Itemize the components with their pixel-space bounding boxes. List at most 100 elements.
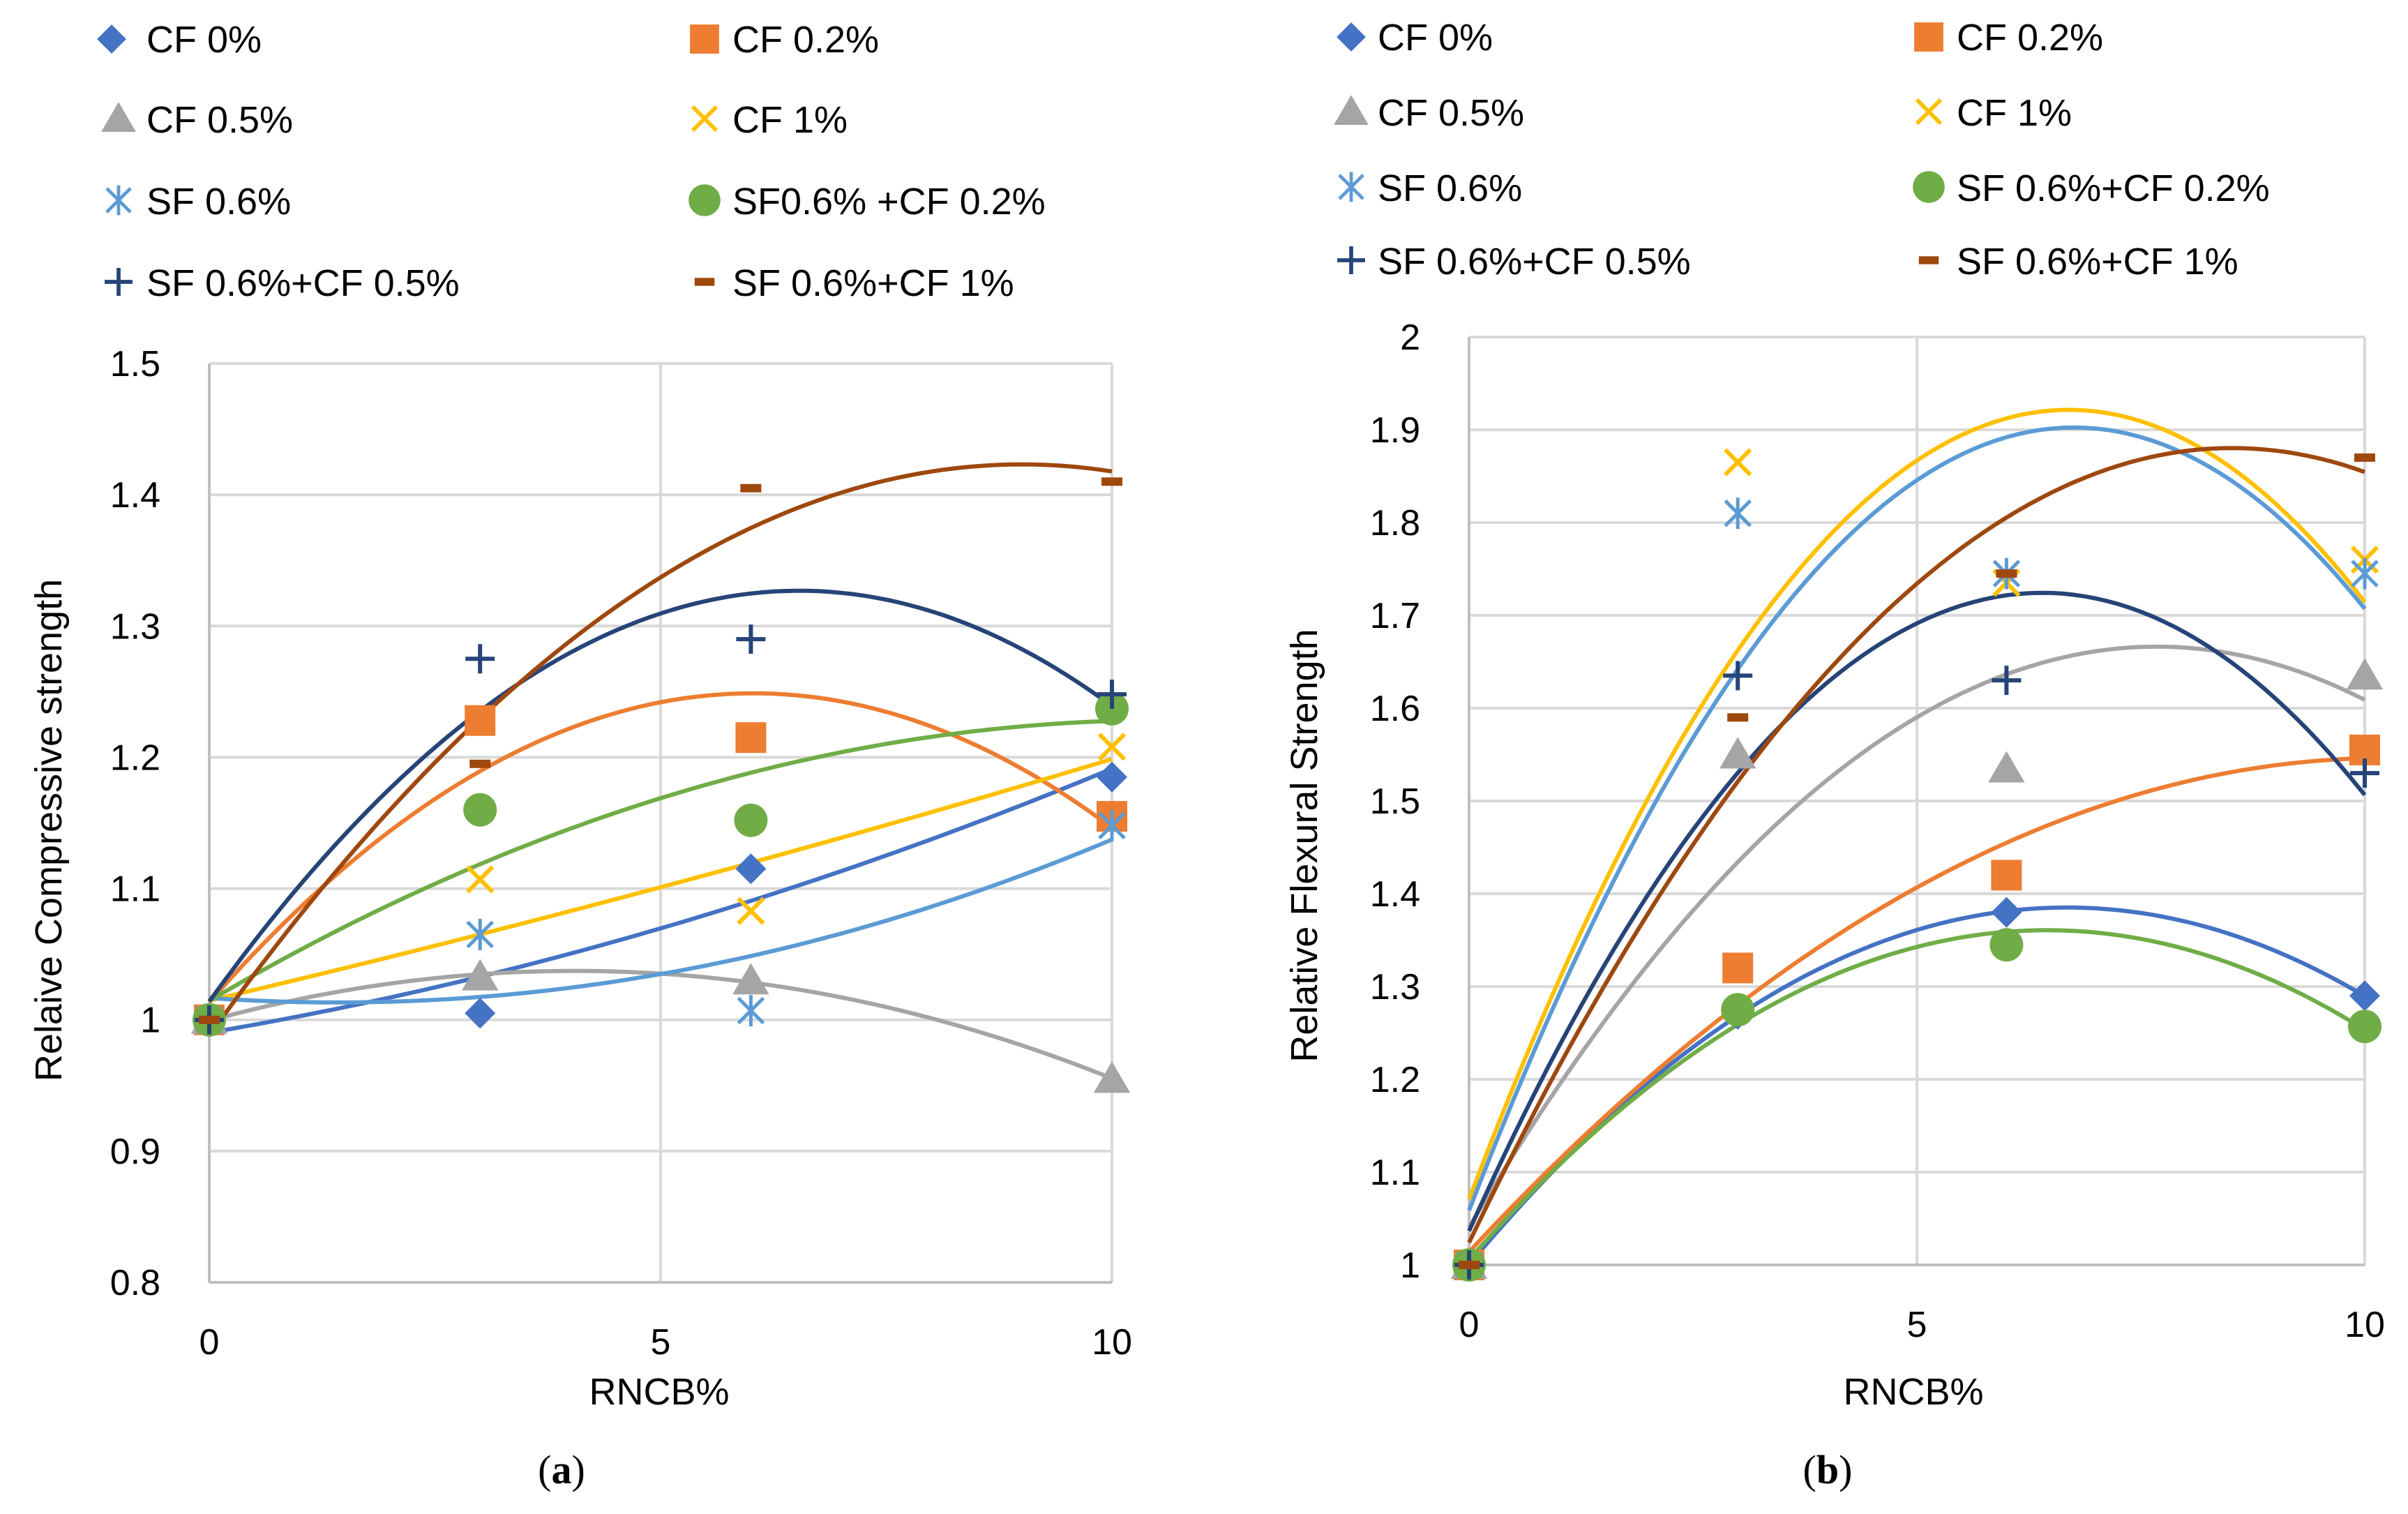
panel-a-point-sf-0-6-cf-0-5: [1097, 680, 1127, 710]
panel-a-legend-label-cf02: CF 0.2%: [732, 19, 879, 61]
panel-b-legend-label-cf1: CF 1%: [1957, 92, 2072, 134]
panel-a-point-sf-0-6-cf-0-5: [736, 624, 766, 654]
panel-a-y-tick-label: 1.1: [110, 869, 160, 910]
panel-a-legend-marker-sf06-cf1: [694, 278, 715, 286]
panel-b-point-sf-0-6-cf-0-5: [1992, 666, 2022, 696]
panel-b-x-tick-label: 0: [1459, 1305, 1480, 1345]
panel-b-caption: (b): [1803, 1447, 1853, 1492]
panel-a-legend-label-sf06-cf1: SF 0.6%+CF 1%: [732, 262, 1014, 304]
panel-b-trendline-cf-0: [1467, 905, 2366, 1266]
panel-b-legend-label-cf05: CF 0.5%: [1378, 92, 1524, 134]
panel-a-trendline-cf-1: [209, 757, 1113, 1003]
panel-a-legend-marker-sf06-cf05: [105, 268, 133, 296]
panel-b-y-tick-label: 1.5: [1370, 781, 1420, 822]
panel-a-caption-open: (: [538, 1447, 551, 1492]
panel-b-point-cf-0-2: [1722, 952, 1754, 984]
panel-a-point-cf-0: [735, 853, 767, 885]
panel-a-point-sf-0-6-cf-1: [469, 759, 491, 768]
panel-b-y-tick-label: 1.9: [1370, 410, 1420, 451]
panel-b-legend-marker-cf02: [1914, 22, 1943, 52]
panel-b-legend-label-sf06-cf05: SF 0.6%+CF 0.5%: [1378, 241, 1691, 283]
panel-a-legend-label-sf06-cf05: SF 0.6%+CF 0.5%: [146, 262, 460, 304]
panel-a-point-sf-0-6-cf-1: [740, 484, 762, 493]
panel-a-point-cf-0-5: [732, 963, 769, 995]
panel-a-point-sf-0-6-cf-1: [199, 1015, 220, 1024]
panel-a-point-cf-0-5: [461, 959, 499, 991]
panel-b-point-cf-0-2: [1991, 860, 2022, 891]
panel-a-y-tick-label: 0.9: [110, 1132, 160, 1172]
panel-a-legend-marker-cf02: [690, 24, 719, 54]
panel-a-point-cf-0-2: [735, 722, 767, 754]
panel-b-y-axis-title: Relative Flexural Strength: [1284, 629, 1325, 1062]
panel-b-legend: CF 0% CF 0.2% CF 0.5% CF 1% SF 0.6% SF 0…: [1334, 17, 2270, 283]
panel-a-legend: CF 0% CF 0.2% CF 0.5% CF 1% SF 0.6% SF0.…: [97, 19, 1046, 304]
panel-b-caption-letter: b: [1816, 1447, 1839, 1492]
panel-a-legend-label-cf0: CF 0%: [146, 19, 262, 61]
panel-b-x-tick-label: 5: [1907, 1305, 1927, 1345]
panel-a-point-sf-0-6: [466, 918, 494, 950]
panel-a-point-sf-0-6-cf-0-5: [465, 644, 495, 674]
panel-b-legend-marker-sf06: [1338, 172, 1364, 202]
panel-a-legend-label-sf06-cf02: SF0.6% +CF 0.2%: [732, 181, 1046, 223]
panel-a-y-tick-label: 1.4: [110, 475, 160, 516]
panel-b-trendline-cf-0-2: [1467, 756, 2365, 1254]
panel-a-y-tick-label: 1.3: [110, 606, 160, 647]
panel-a-x-tick-label: 0: [200, 1322, 220, 1363]
panel-a-trendline-sf-0-6-cf-0-5: [207, 588, 1113, 1003]
panel-b-y-tick-label: 1.6: [1370, 689, 1420, 729]
panel-a-y-tick-label: 0.8: [110, 1263, 160, 1303]
panel-b-y-tick-label: 1.8: [1370, 503, 1420, 544]
panel-a-caption: (a): [538, 1447, 585, 1492]
panel-b-legend-marker-sf06-cf02: [1913, 171, 1945, 203]
panel-b-y-tick-label: 1.4: [1370, 874, 1420, 915]
panel-a-point-sf0-6-cf-0-2: [463, 793, 497, 827]
panel-b-point-cf-0: [2349, 980, 2380, 1012]
panel-b-trendline-sf-0-6-cf-0-5: [1467, 590, 2367, 1232]
panel-b-legend-marker-cf1: [1915, 98, 1943, 126]
panel-a-trendline-sf0-6-cf-0-2: [208, 719, 1113, 1003]
panel-a-legend-marker-cf05: [101, 102, 136, 132]
panel-b-trendline-cf-1: [1467, 407, 2367, 1200]
panel-b-point-sf-0-6-cf-0-2: [1989, 928, 2024, 962]
panel-b-legend-marker-cf0: [1337, 22, 1366, 52]
panel-b-point-sf-0-6-cf-1: [1727, 713, 1749, 722]
panel-b-legend-label-cf02: CF 0.2%: [1957, 17, 2103, 59]
panel-b-legend-label-sf06: SF 0.6%: [1378, 167, 1522, 209]
panel-a-point-cf-1: [1097, 733, 1127, 761]
panel-a-point-cf-0-5: [1093, 1061, 1131, 1093]
panel-a-point-cf-0-2: [465, 705, 496, 736]
panel-a-point-cf-0: [465, 998, 496, 1029]
panel-a-legend-marker-sf06-cf02: [688, 184, 721, 216]
panel-b-point-sf-0-6-cf-0-5: [1723, 661, 1753, 691]
panel-a-point-cf-0: [1097, 761, 1127, 793]
panel-b-point-sf-0-6: [2351, 557, 2379, 590]
panel-b-y-tick-label: 1.7: [1370, 596, 1420, 636]
panel-a-y-tick-label: 1.5: [110, 344, 160, 384]
panel-a-trendline-sf-0-6-cf-1: [207, 462, 1113, 1037]
panel-a-point-cf-1: [466, 865, 495, 894]
panel-b-x-tick-label: 10: [2345, 1305, 2385, 1345]
panel-b-point-sf-0-6-cf-1: [1459, 1261, 1480, 1269]
panel-a-y-tick-label: 1.2: [110, 737, 160, 778]
panel-b-plot-area: 1 1.1 1.2 1.3 1.4 1.5 1.6 1.7 1.8 1.9 2 0 5 10: [1370, 317, 2385, 1345]
panel-b-point-sf-0-6: [1724, 497, 1752, 530]
panel-b-legend-label-cf0: CF 0%: [1378, 17, 1493, 59]
panel-b-y-tick-label: 1.3: [1370, 967, 1420, 1007]
panel-b-point-cf-0-5: [1719, 737, 1756, 769]
panel-a-point-sf-0-6: [1098, 809, 1126, 841]
panel-b-point-sf-0-6-cf-1: [1996, 569, 2017, 578]
panel-b-x-axis-title: RNCB%: [1843, 1371, 1983, 1413]
panel-a-point-cf-1: [737, 897, 765, 925]
panel-a-legend-label-cf05: CF 0.5%: [146, 99, 293, 141]
panel-a-plot-area: 0.8 0.9 1 1.1 1.2 1.3 1.4 1.5 0 5 10: [110, 344, 1132, 1363]
panel-a-x-axis-title: RNCB%: [589, 1371, 729, 1413]
panel-a: CF 0% CF 0.2% CF 0.5% CF 1% SF 0.6% SF0.…: [28, 19, 1132, 1492]
panel-b-point-cf-0: [1991, 897, 2022, 928]
panel-a-x-tick-label: 10: [1092, 1322, 1132, 1363]
panel-b-point-sf-0-6-cf-1: [2354, 453, 2375, 462]
panel-b-legend-marker-sf06-cf05: [1337, 246, 1365, 274]
panel-b-point-cf-0-5: [2346, 658, 2384, 690]
panel-b-legend-marker-sf06-cf1: [1918, 256, 1939, 264]
panel-a-legend-marker-sf06: [105, 185, 132, 216]
